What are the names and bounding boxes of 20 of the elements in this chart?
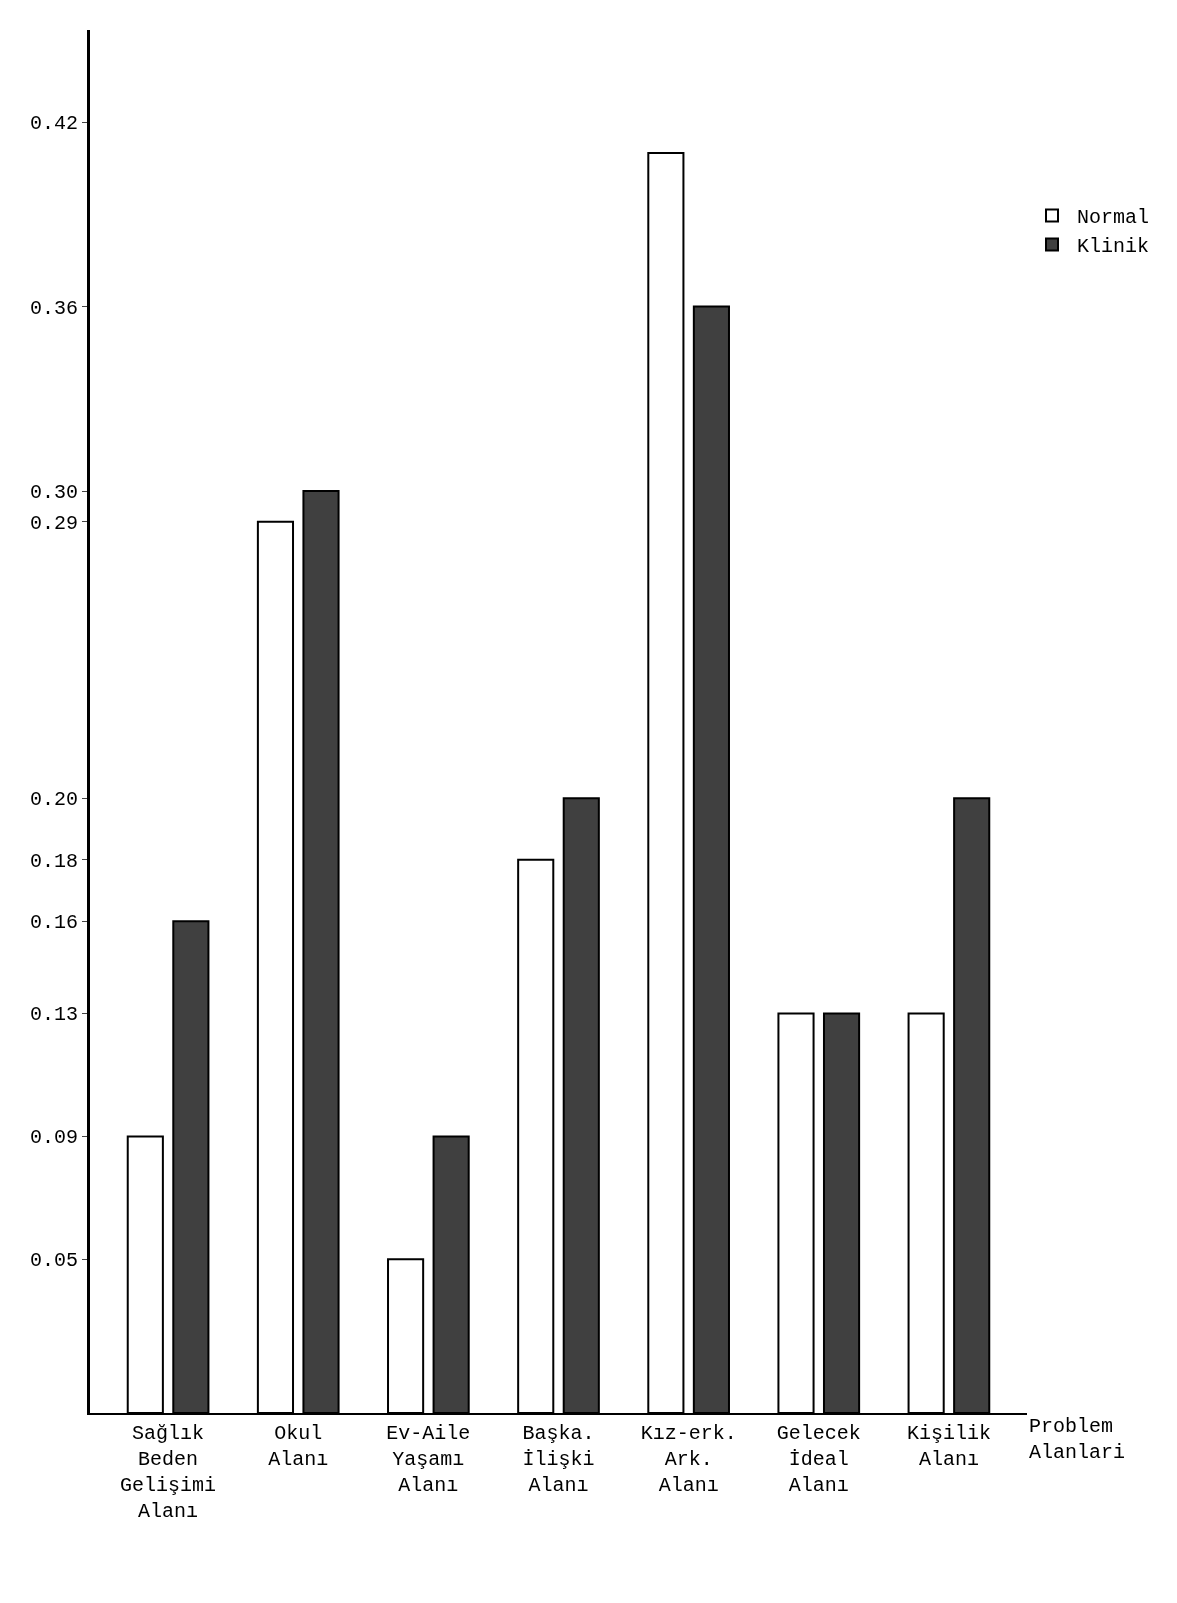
y-tick-label: 0.09 xyxy=(29,1126,78,1150)
y-tick-label: 0.13 xyxy=(29,1003,78,1027)
x-axis-title: Problem Alanlari xyxy=(1029,1415,1126,1464)
y-tick-label: 0.05 xyxy=(29,1249,78,1273)
y-tick-label: 0.16 xyxy=(29,911,78,935)
y-tick-label: 0.42 xyxy=(29,112,78,136)
y-tick-label: 0.29 xyxy=(29,511,78,535)
y-tick-label: 0.30 xyxy=(29,481,78,504)
x-tick-label: Ev-Aile Yaşamı Alanı xyxy=(386,1422,471,1497)
legend-label: Normal xyxy=(1077,206,1150,230)
x-tick-label: Başka. İlişki Alanı xyxy=(522,1422,595,1497)
legend-label: Klinik xyxy=(1077,235,1150,259)
y-tick-label: 0.20 xyxy=(29,788,78,812)
x-tick-label: Kişilik Alanı xyxy=(906,1422,991,1471)
x-tick-label: Gelecek İdeal Alanı xyxy=(776,1422,861,1497)
y-tick-label: 0.36 xyxy=(29,296,78,320)
x-tick-label: Kız-erk. Ark. Alanı xyxy=(640,1422,737,1497)
x-tick-label: Sağlık Beden Gelişimi Alanı xyxy=(120,1422,217,1523)
x-tick-label: Okul Alanı xyxy=(268,1422,329,1471)
y-tick-label: 0.18 xyxy=(29,849,78,873)
